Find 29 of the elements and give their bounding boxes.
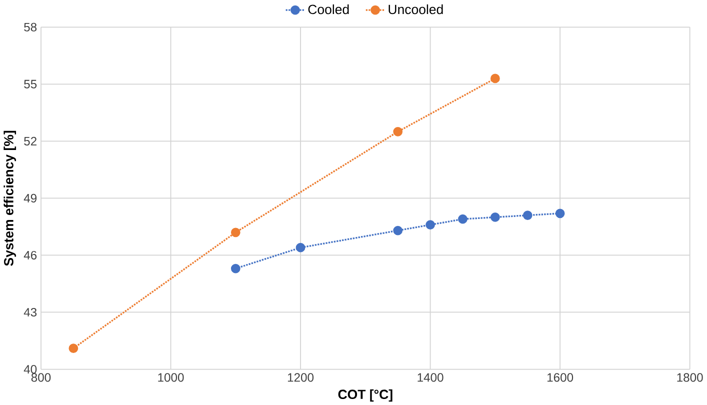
- point: [68, 343, 78, 353]
- y-tick-label: 49: [24, 194, 37, 202]
- x-tick-label: 800: [31, 373, 51, 382]
- x-tick-label: 1200: [288, 373, 314, 382]
- x-tick-label: 1400: [418, 373, 444, 382]
- y-tick-label: 40: [24, 364, 37, 374]
- point: [230, 264, 240, 274]
- x-axis-title: COT [°C]: [338, 389, 392, 402]
- y-tick-label: 52: [24, 136, 36, 146]
- y-axis-title: System efficiency [%]: [4, 130, 16, 266]
- legend-label: Uncooled: [388, 4, 443, 14]
- y-tick-label: 55: [24, 80, 37, 88]
- point: [490, 74, 500, 83]
- x-tick-label: 1600: [547, 373, 574, 382]
- point: [555, 208, 565, 218]
- point: [522, 210, 532, 220]
- point: [490, 212, 500, 222]
- point: [393, 226, 403, 236]
- point: [458, 214, 468, 224]
- point: [230, 228, 240, 237]
- y-tick-label: 58: [24, 22, 37, 32]
- point: [296, 242, 306, 252]
- y-tick-label: 46: [24, 250, 37, 260]
- point: [393, 126, 403, 136]
- x-tick-label: 1800: [677, 373, 703, 382]
- legend-label: Cooled: [308, 4, 349, 14]
- point: [426, 220, 435, 230]
- x-tick-label: 1000: [158, 373, 184, 382]
- y-tick-label: 43: [24, 308, 37, 316]
